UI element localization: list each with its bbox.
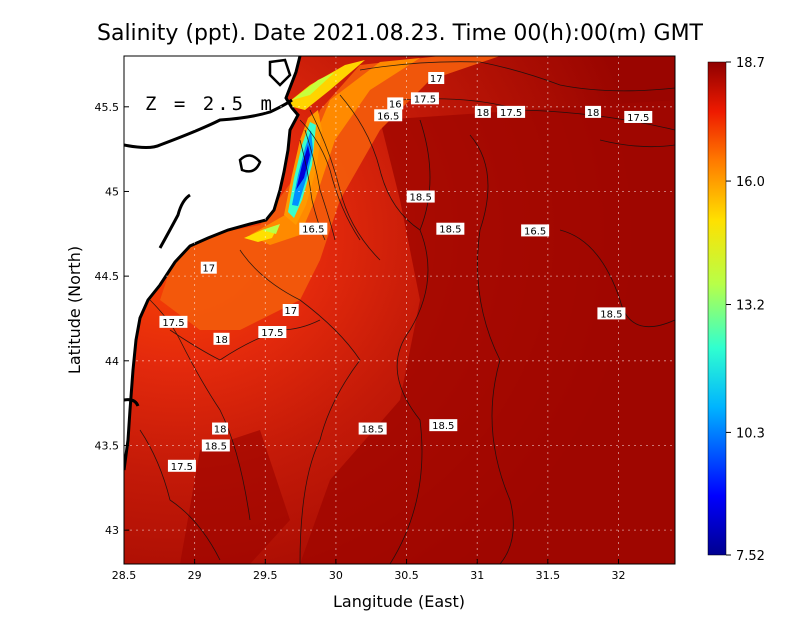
colorbar (707, 61, 727, 556)
colorbar-label: 7.52 (736, 549, 765, 564)
x-tick-label: 29 (188, 569, 202, 582)
contour-label: 17 (202, 264, 215, 275)
x-tick-label: 32 (611, 569, 625, 582)
contour-label: 18.5 (410, 193, 432, 204)
contour-label-bg (474, 105, 491, 118)
plot-frame (123, 55, 676, 565)
border-line (124, 398, 140, 407)
lake-outline (268, 58, 292, 87)
x-axis-title: Langitude (East) (333, 592, 465, 611)
depth-label: Z = 2.5 m (145, 93, 275, 115)
contour-label: 17.5 (171, 462, 193, 473)
contour-label-bg (428, 72, 445, 85)
river-outflow (262, 224, 280, 234)
contour-label-bg (624, 110, 653, 123)
contour-label: 18.5 (439, 225, 461, 236)
colorbar-label: 10.3 (736, 426, 765, 441)
contour-label-bg (200, 261, 217, 274)
contour-label-bg (258, 326, 287, 339)
contour-label: 17.5 (627, 113, 649, 124)
y-tick-label: 45.5 (95, 101, 120, 114)
contour-label-bg (299, 222, 328, 235)
x-tick-label: 29.5 (253, 569, 278, 582)
contour-label: 17 (430, 74, 443, 85)
contour-label-bg (436, 222, 465, 235)
contour-label: 16.5 (302, 225, 324, 236)
contour-label-bg (387, 97, 404, 110)
contour-label: 16.5 (377, 111, 399, 122)
x-axis-ticks: 28.5 29 29.5 30 30.5 31 31.5 32 (112, 559, 625, 582)
deep-salinity-patch (300, 100, 675, 564)
contour-label-bg (167, 459, 196, 472)
lake-outline (238, 154, 262, 173)
contour-label-bg (213, 332, 230, 345)
border-line (158, 193, 191, 249)
contour-label-bg (374, 109, 403, 122)
contour-label: 17.5 (162, 318, 184, 329)
contour-label-bg (406, 190, 435, 203)
contour-label-bg (282, 304, 299, 316)
coastal-plume (292, 72, 335, 100)
coastal-plume (285, 60, 365, 110)
y-tick-label: 44 (105, 355, 119, 368)
contour-label: 18.5 (600, 309, 622, 320)
contour-label: 17.5 (414, 94, 436, 105)
colorbar-label: 16.0 (736, 175, 765, 190)
coastline (124, 56, 302, 471)
contour-label-bg (159, 315, 188, 328)
contour-label-bg (585, 105, 602, 118)
contour-label-bg (521, 224, 550, 237)
contour-label-bg (201, 439, 230, 452)
contour-label-bg (212, 422, 229, 435)
contour-label: 18 (587, 108, 600, 119)
y-tick-label: 43 (105, 524, 119, 537)
contour-label: 18.5 (362, 425, 384, 436)
river-outflow (296, 145, 310, 190)
contour-label-bg (429, 419, 458, 432)
contour-label: 17 (284, 306, 297, 317)
colorbar-labels: 18.7 16.0 13.2 10.3 7.52 (726, 56, 765, 564)
y-axis-title: Latitude (North) (65, 246, 84, 374)
x-tick-label: 28.5 (112, 569, 137, 582)
contour-label: 16 (389, 99, 402, 110)
colorbar-label: 18.7 (736, 56, 765, 71)
x-tick-label: 30.5 (394, 569, 419, 582)
border-line (124, 98, 293, 149)
x-tick-label: 30 (329, 569, 343, 582)
contour-label: 18 (215, 335, 228, 346)
y-axis-ticks: 43 43.5 44 44.5 45 45.5 (95, 101, 129, 537)
coastal-plume (160, 56, 500, 330)
y-tick-label: 45 (105, 185, 119, 198)
y-tick-label: 43.5 (95, 439, 120, 452)
contour-label: 17.5 (500, 108, 522, 119)
x-tick-label: 31.5 (536, 569, 561, 582)
contour-label: 18 (476, 108, 489, 119)
contour-label-bg (410, 92, 439, 105)
contour-label: 18.5 (432, 421, 454, 432)
contour-label-bg (358, 422, 387, 435)
contour-label: 18.5 (205, 441, 227, 452)
x-tick-label: 31 (470, 569, 484, 582)
y-tick-label: 44.5 (95, 270, 120, 283)
contour-label-bg (497, 105, 526, 118)
contour-label-bg (597, 307, 626, 320)
contour-label: 17.5 (261, 328, 283, 339)
colorbar-label: 13.2 (736, 299, 765, 314)
chart-title: Salinity (ppt). Date 2021.08.23. Time 00… (97, 21, 704, 46)
contour-label: 16.5 (524, 226, 546, 237)
contour-label: 18 (214, 425, 227, 436)
